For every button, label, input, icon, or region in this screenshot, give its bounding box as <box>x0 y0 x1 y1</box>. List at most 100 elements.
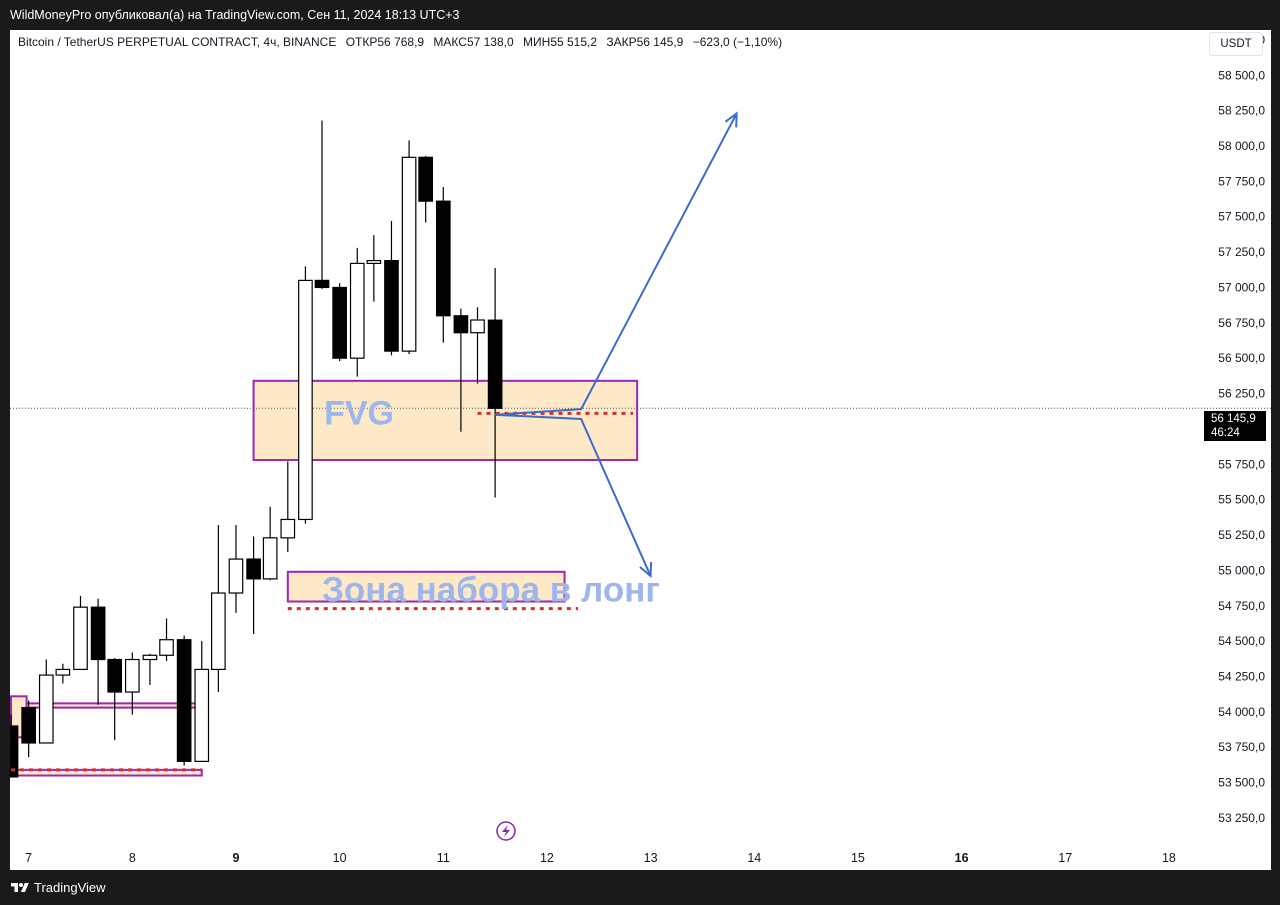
candle <box>487 267 503 498</box>
y-tick-label: 58 250,0 <box>1218 104 1265 118</box>
high-label: МАКС <box>433 35 467 49</box>
candle <box>332 283 347 362</box>
y-tick-label: 55 250,0 <box>1218 528 1265 542</box>
y-tick-label: 54 750,0 <box>1218 599 1265 613</box>
brand-name: TradingView <box>34 880 106 895</box>
candle <box>280 461 296 552</box>
candle <box>10 714 19 778</box>
candle-body <box>38 674 54 744</box>
lightning-bolt <box>502 825 510 837</box>
x-tick-label: 8 <box>129 851 136 865</box>
candle-body <box>453 315 469 334</box>
candlestick-chart[interactable]: FVG Зона набора в лонг 53 250,0 53 500,0 53 … <box>10 30 1271 870</box>
lightning-icon <box>496 821 516 841</box>
tradingview-brand[interactable]: TradingView <box>10 880 106 895</box>
candle-body <box>55 668 71 676</box>
candle-body <box>176 639 192 762</box>
candle <box>90 598 106 705</box>
candle <box>107 658 123 741</box>
candle <box>262 506 278 581</box>
candle-body <box>332 286 347 359</box>
candle-body <box>280 518 296 539</box>
y-tick-label: 57 250,0 <box>1218 245 1265 259</box>
change-value: −623,0 (−1,10%) <box>692 35 783 49</box>
projection-arrow <box>495 413 652 577</box>
candle <box>159 618 174 661</box>
fvg-label: FVG <box>324 395 394 433</box>
x-tick-label: 10 <box>333 851 347 865</box>
candle-body <box>90 606 106 661</box>
candle <box>38 659 54 744</box>
candle <box>349 247 365 377</box>
y-tick-label: 55 500,0 <box>1218 493 1265 507</box>
candle <box>418 155 434 223</box>
zone-rect <box>286 570 566 603</box>
open-label: ОТКР <box>345 35 378 49</box>
currency-button[interactable]: USDT <box>1209 32 1263 56</box>
candle-body <box>349 262 365 359</box>
y-tick-label: 54 250,0 <box>1218 669 1265 683</box>
candle <box>435 187 451 343</box>
candle-body <box>487 319 503 409</box>
long-zone-label: Зона набора в лонг <box>322 571 660 610</box>
last-price-tag: 56 145,9 46:24 <box>1204 411 1266 441</box>
candle <box>401 140 417 354</box>
chart-panel[interactable]: FVG Зона набора в лонг 53 250,0 53 500,0 53 … <box>10 30 1271 870</box>
close-value: 56 145,9 <box>636 35 684 49</box>
x-tick-label: 14 <box>747 851 761 865</box>
candle <box>228 525 244 613</box>
y-tick-label: 57 750,0 <box>1218 174 1265 188</box>
candle <box>384 220 399 356</box>
high-value: 57 138,0 <box>466 35 514 49</box>
bar-countdown: 46:24 <box>1211 427 1240 439</box>
candle <box>194 641 210 762</box>
candle <box>298 266 313 524</box>
y-tick-label: 57 000,0 <box>1218 280 1265 294</box>
candle-body <box>107 658 123 693</box>
publication-header: WildMoneyPro опубликовал(а) на TradingVi… <box>0 0 1280 30</box>
x-tick-label: 11 <box>437 851 450 865</box>
open-value: 56 768,9 <box>377 35 425 49</box>
candle <box>176 635 192 766</box>
symbol-legend: Bitcoin / TetherUS PERPETUAL CONTRACT, 4… <box>18 35 782 49</box>
candle <box>470 307 485 384</box>
tradingview-logo-icon <box>11 882 29 892</box>
candle <box>21 700 36 758</box>
candle <box>211 525 226 693</box>
arrow-head <box>724 111 738 128</box>
candle-body <box>262 537 278 580</box>
candle-body <box>73 606 88 671</box>
x-tick-label: 13 <box>644 851 658 865</box>
x-tick-label: 12 <box>540 851 554 865</box>
y-tick-label: 53 750,0 <box>1218 740 1265 754</box>
candle-body <box>366 259 382 265</box>
candle-body <box>124 658 140 693</box>
candle-body <box>228 558 244 594</box>
y-tick-label: 58 000,0 <box>1218 139 1265 153</box>
y-tick-label: 53 250,0 <box>1218 811 1265 825</box>
x-tick-label: 7 <box>25 851 32 865</box>
y-tick-label: 55 000,0 <box>1218 563 1265 577</box>
candle-body <box>418 156 434 202</box>
zone-rect <box>252 379 639 462</box>
candle-body <box>470 319 485 334</box>
candle-body <box>10 725 19 778</box>
y-tick-label: 56 750,0 <box>1218 316 1265 330</box>
last-price: 56 145,9 <box>1211 413 1256 425</box>
footer-bar: TradingView <box>0 870 1280 905</box>
close-label: ЗАКР <box>606 35 637 49</box>
candle-body <box>159 639 174 656</box>
candle-body <box>384 259 399 352</box>
candle-body <box>298 279 313 521</box>
low-label: МИН <box>523 35 551 49</box>
y-tick-label: 54 000,0 <box>1218 705 1265 719</box>
x-tick-label: 9 <box>232 851 239 865</box>
symbol-name: Bitcoin / TetherUS PERPETUAL CONTRACT, 4… <box>18 35 337 49</box>
projection-arrow <box>495 112 738 416</box>
y-tick-label: 55 750,0 <box>1218 457 1265 471</box>
candle-body <box>435 200 451 317</box>
x-tick-label: 17 <box>1058 851 1072 865</box>
y-tick-label: 57 500,0 <box>1218 210 1265 224</box>
candle-body <box>211 592 226 671</box>
candle-body <box>194 668 210 762</box>
